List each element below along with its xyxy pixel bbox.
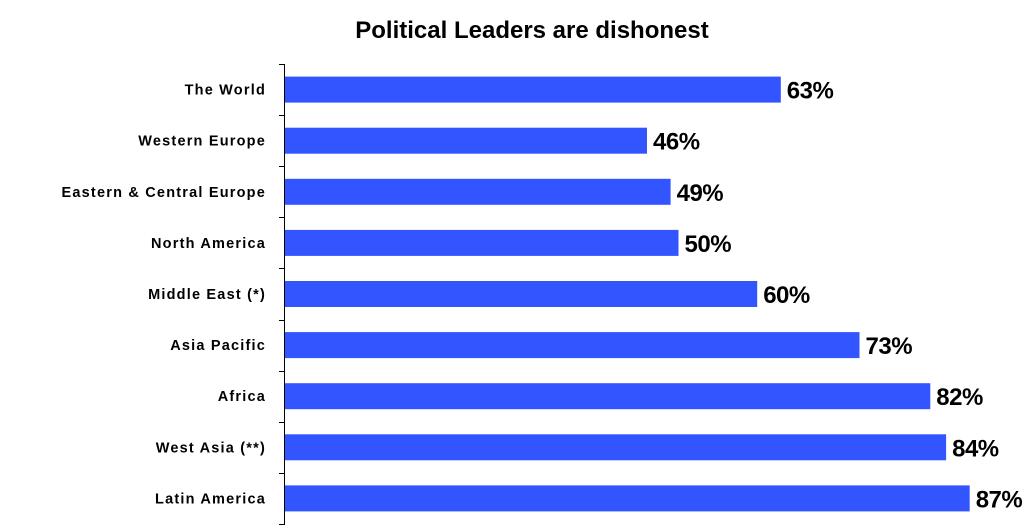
category-label: Western Europe [138,134,266,150]
category-label: Eastern & Central Europe [62,185,266,201]
value-label: 87% [976,486,1023,513]
value-label: 84% [952,435,999,462]
category-labels: The World Western Europe Eastern & Central… [62,83,266,508]
bar [285,127,647,154]
bar [285,281,758,307]
category-label: Latin America [155,491,266,507]
bar [285,229,679,256]
category-label: Middle East (*) [148,287,266,303]
bar [285,76,781,103]
category-label: Asia Pacific [170,338,266,354]
value-label: 50% [685,231,732,258]
value-label: 60% [763,282,810,309]
value-label: 82% [936,384,983,411]
category-label: North America [151,236,266,252]
y-axis [279,64,285,525]
category-label: Africa [218,389,266,405]
value-label: 46% [653,129,700,156]
bar [285,332,860,359]
bars [285,76,970,512]
bar [285,434,947,461]
value-labels: 63% 46% 49% 50% 60% 73% 82% 84% 87% [653,78,1023,514]
chart-title: Political Leaders are dishonest [355,17,708,44]
category-label: The World [185,83,266,99]
bar [285,178,671,205]
value-label: 73% [866,333,913,360]
category-label: West Asia (**) [156,440,266,456]
value-label: 63% [787,78,834,105]
bar [285,485,970,512]
bar [285,383,931,410]
value-label: 49% [677,180,724,207]
